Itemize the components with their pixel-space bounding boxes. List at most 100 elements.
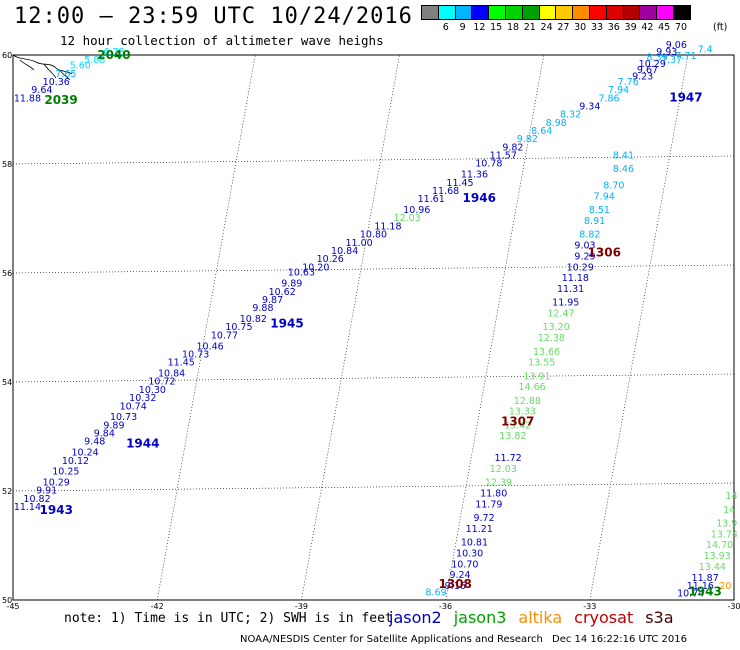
satellite-name: jason3 bbox=[453, 608, 507, 627]
wave-height-value: 10.12 bbox=[62, 456, 89, 467]
orbit-number: 1946 bbox=[463, 191, 496, 205]
wave-height-value: 10.26 bbox=[317, 254, 344, 265]
wave-height-value: 7.71 bbox=[675, 51, 696, 62]
wave-height-value: 11.72 bbox=[494, 453, 521, 464]
wave-height-value: 9.16 bbox=[445, 581, 466, 592]
orbit-number: 2040 bbox=[97, 48, 130, 62]
wave-height-value: 9.03 bbox=[574, 240, 595, 251]
wave-height-value: 8.41 bbox=[613, 151, 634, 162]
wave-height-value: 9.93 bbox=[656, 47, 677, 58]
wave-height-value: 9.72 bbox=[473, 513, 494, 524]
wave-height-value: 10.36 bbox=[43, 77, 70, 88]
wave-height-value: 8.82 bbox=[579, 230, 600, 241]
wave-height-value: 9.87 bbox=[262, 295, 283, 306]
wave-height-value: 10.24 bbox=[71, 448, 98, 459]
note-text: note: 1) Time is in UTC; 2) SWH is in fe… bbox=[64, 611, 393, 626]
credit-text: NOAA/NESDIS Center for Satellite Applica… bbox=[240, 634, 543, 645]
legend-label: 39 bbox=[624, 22, 637, 33]
wave-height-value: 10.30 bbox=[456, 548, 483, 559]
legend-label: 21 bbox=[523, 22, 536, 33]
axis-tick-labels: -45 -42 -39 -36 -33 -30 50 52 54 56 58 60 bbox=[2, 51, 740, 611]
wave-height-value: 11.45 bbox=[168, 358, 195, 369]
wave-height-value: 10.80 bbox=[360, 230, 387, 241]
timestamp-text: Dec 14 16:22:16 UTC 2016 bbox=[552, 634, 687, 645]
lat-tick-label: 52 bbox=[2, 487, 12, 496]
orbit-number: 1947 bbox=[669, 90, 702, 104]
wave-height-value: 12.88 bbox=[514, 396, 541, 407]
satellite-name: jason2 bbox=[389, 608, 442, 627]
wave-height-value: 10.72 bbox=[148, 377, 175, 388]
wave-height-value: 12.03 bbox=[490, 464, 517, 475]
wave-height-value: 9.91 bbox=[36, 486, 57, 497]
legend-label: 18 bbox=[506, 22, 520, 33]
meridian-line bbox=[445, 54, 544, 601]
wave-height-value: 10.46 bbox=[196, 341, 223, 352]
wave-height-value: 13.66 bbox=[533, 347, 560, 358]
wave-height-value: 11.88 bbox=[14, 93, 41, 104]
wave-height-value: 10.75 bbox=[225, 322, 252, 333]
legend-label: 24 bbox=[540, 22, 553, 33]
orbit-number: 1944 bbox=[126, 436, 159, 450]
wave-height-value: 11.18 bbox=[562, 273, 589, 284]
lat-tick-label: 50 bbox=[2, 596, 12, 605]
wave-height-value: 7.94 bbox=[594, 191, 615, 202]
wave-height-value: 9.34 bbox=[579, 102, 600, 113]
wave-height-value: 12.47 bbox=[547, 309, 574, 320]
wave-height-value: 12.38 bbox=[538, 333, 565, 344]
wave-height-value: 13.44 bbox=[699, 562, 726, 573]
legend-label: 42 bbox=[641, 22, 654, 33]
wave-height-value: 9.23 bbox=[632, 72, 653, 83]
legend-swatch bbox=[672, 5, 691, 20]
map-title: 12:00 – 23:59 UTC 10/24/2016 bbox=[14, 4, 413, 29]
wave-height-value: 12.39 bbox=[485, 478, 512, 489]
legend-labels: 6 9 12 15 18 21 24 27 30 33 36 39 42 45 70 bbox=[421, 20, 690, 34]
satellite-legend: jason2 jason3 altika cryosat s3a bbox=[389, 608, 686, 627]
wave-height-value: 6.78 bbox=[103, 47, 124, 58]
satellite-name: cryosat bbox=[574, 608, 634, 627]
wave-height-value: 8.70 bbox=[603, 181, 624, 192]
wave-height-value: 9.24 bbox=[449, 570, 470, 581]
map-grid bbox=[12, 54, 735, 601]
legend-label: 27 bbox=[557, 22, 570, 33]
lon-tick-label: -30 bbox=[727, 602, 740, 611]
wave-height-value: 11.00 bbox=[345, 238, 372, 249]
lat-tick-label: 60 bbox=[2, 51, 12, 60]
wave-height-value: 11.87 bbox=[692, 573, 719, 584]
wave-height-value: 9.29 bbox=[574, 251, 595, 262]
parallel-line bbox=[12, 155, 735, 165]
orbit-labels: 2040 2039 1947 1946 1306 1945 1944 1307 1943 1308… bbox=[40, 48, 722, 599]
wave-height-value: 10.82 bbox=[240, 314, 267, 325]
wave-height-value: 9.82 bbox=[517, 134, 538, 145]
wave-height-value: 11.14 bbox=[14, 502, 41, 513]
lat-tick-label: 54 bbox=[2, 378, 12, 387]
wave-height-legend: 6 9 12 15 18 21 24 27 30 33 36 39 42 45 70 (ft) bbox=[421, 5, 727, 34]
wave-height-value: 14 bbox=[723, 505, 735, 516]
map-subtitle: 12 hour collection of altimeter wave hei… bbox=[60, 33, 384, 48]
wave-height-value: 10.82 bbox=[23, 494, 50, 505]
legend-unit: (ft) bbox=[713, 22, 728, 33]
legend-label: 6 bbox=[442, 22, 449, 33]
satellite-name: altika bbox=[518, 608, 563, 627]
wave-height-value: 10.29 bbox=[567, 262, 594, 273]
wave-height-value: 7.76 bbox=[618, 77, 639, 88]
wave-height-value: 11.18 bbox=[374, 221, 401, 232]
wave-height-value: 10.74 bbox=[677, 589, 704, 600]
wave-height-value: 10.74 bbox=[120, 401, 147, 412]
meridian-line bbox=[589, 54, 689, 601]
wave-height-value: 13.9 bbox=[716, 518, 737, 529]
wave-height-value: 13.82 bbox=[499, 431, 526, 442]
wave-height-value: 11.45 bbox=[446, 178, 473, 189]
lon-tick-label: -45 bbox=[6, 602, 19, 611]
wave-height-value: 9.88 bbox=[252, 303, 273, 314]
wave-height-value: 9.64 bbox=[31, 85, 52, 96]
wave-height-value: 8.51 bbox=[589, 205, 610, 216]
wave-height-value: 11.31 bbox=[557, 284, 584, 295]
wave-height-value: 9.89 bbox=[103, 420, 124, 431]
parallel-line bbox=[12, 482, 735, 492]
wave-height-value: 13.93 bbox=[704, 551, 731, 562]
wave-height-value: 8.64 bbox=[531, 126, 552, 137]
lon-tick-label: -42 bbox=[151, 602, 164, 611]
wave-height-value: 8.46 bbox=[613, 164, 634, 175]
wave-height-value: 11.79 bbox=[475, 499, 502, 510]
lat-tick-label: 58 bbox=[2, 160, 12, 169]
